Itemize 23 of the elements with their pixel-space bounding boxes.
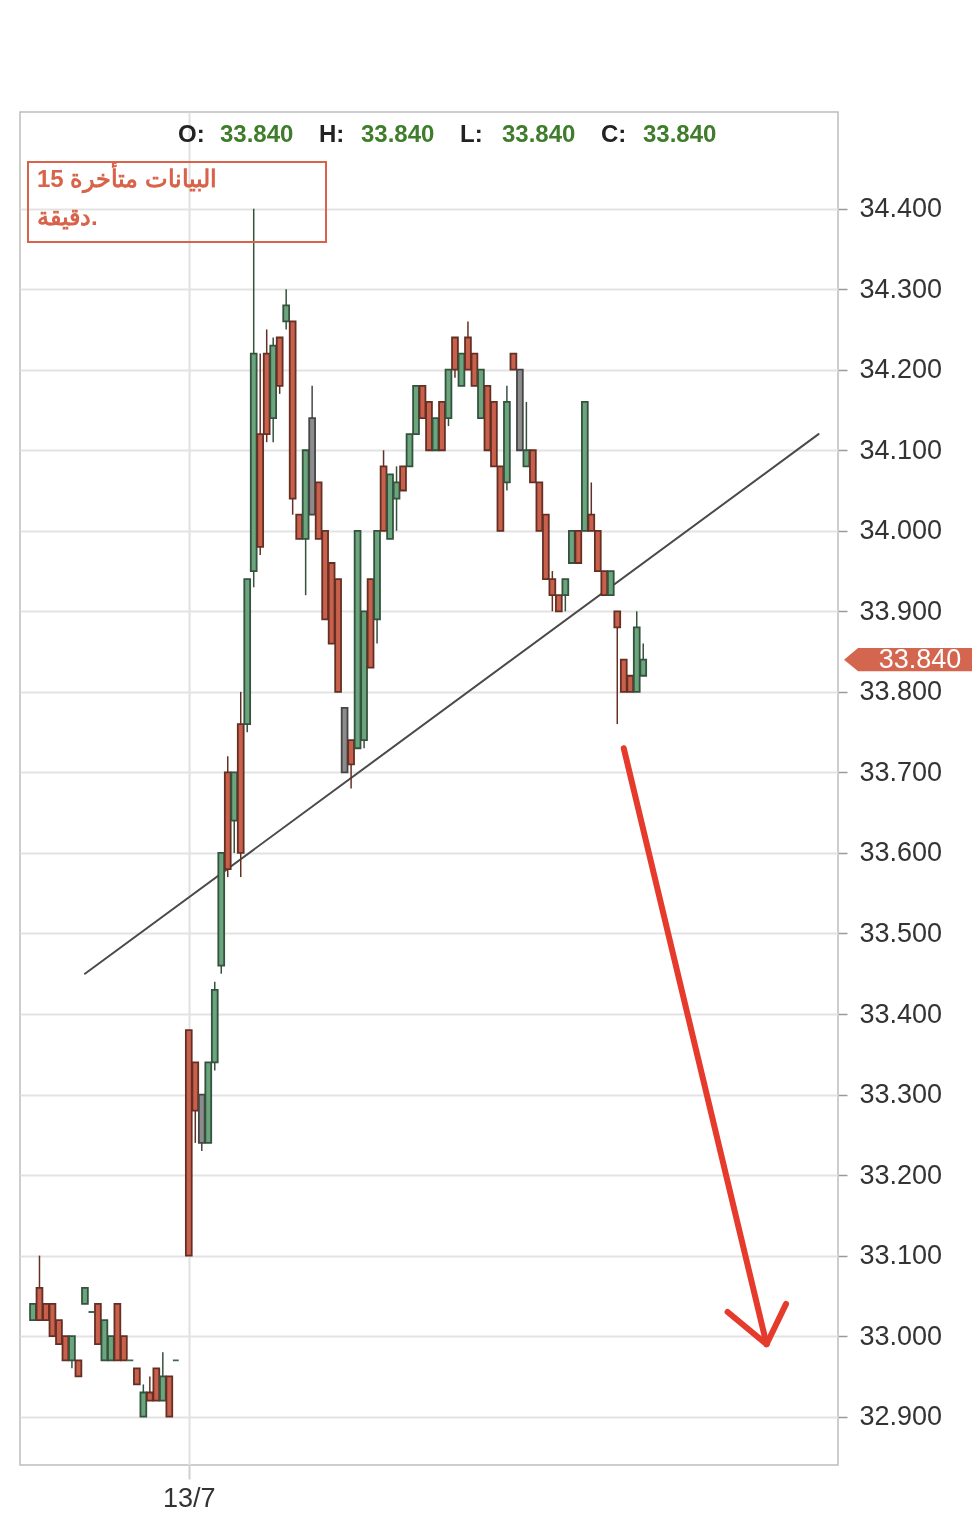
y-tick-label: 33.500 xyxy=(859,917,943,948)
x-tick-label: 13/7 xyxy=(163,1482,216,1513)
y-tick-label: 34.000 xyxy=(859,515,943,546)
y-tick-label: 33.600 xyxy=(859,837,943,868)
y-tick-label: 34.400 xyxy=(859,193,943,224)
annotation: O: 33.840 xyxy=(178,120,294,147)
y-tick-label: 33.700 xyxy=(859,756,943,787)
y-tick-label: 33.900 xyxy=(859,595,943,626)
y-tick-label: 34.300 xyxy=(859,273,943,304)
y-tick-label: 33.400 xyxy=(859,998,943,1029)
y-tick-label: 33.000 xyxy=(859,1320,943,1351)
y-tick-label: 33.300 xyxy=(859,1079,943,1110)
y-tick-label: 32.900 xyxy=(859,1401,943,1432)
y-tick-label: 34.100 xyxy=(859,434,943,465)
annotation: البيانات متأخرة 15 دقيقة. xyxy=(37,161,218,230)
y-tick-label: 34.200 xyxy=(859,354,943,385)
text: 33.840 xyxy=(878,643,962,674)
annotation: C: 33.840 xyxy=(601,120,717,147)
y-tick-label: 33.200 xyxy=(859,1159,943,1190)
annotation: H: 33.840 xyxy=(319,120,435,147)
annotation: L: 33.840 xyxy=(460,120,576,147)
y-tick-label: 33.800 xyxy=(859,676,943,707)
y-tick-label: 33.100 xyxy=(859,1240,943,1271)
